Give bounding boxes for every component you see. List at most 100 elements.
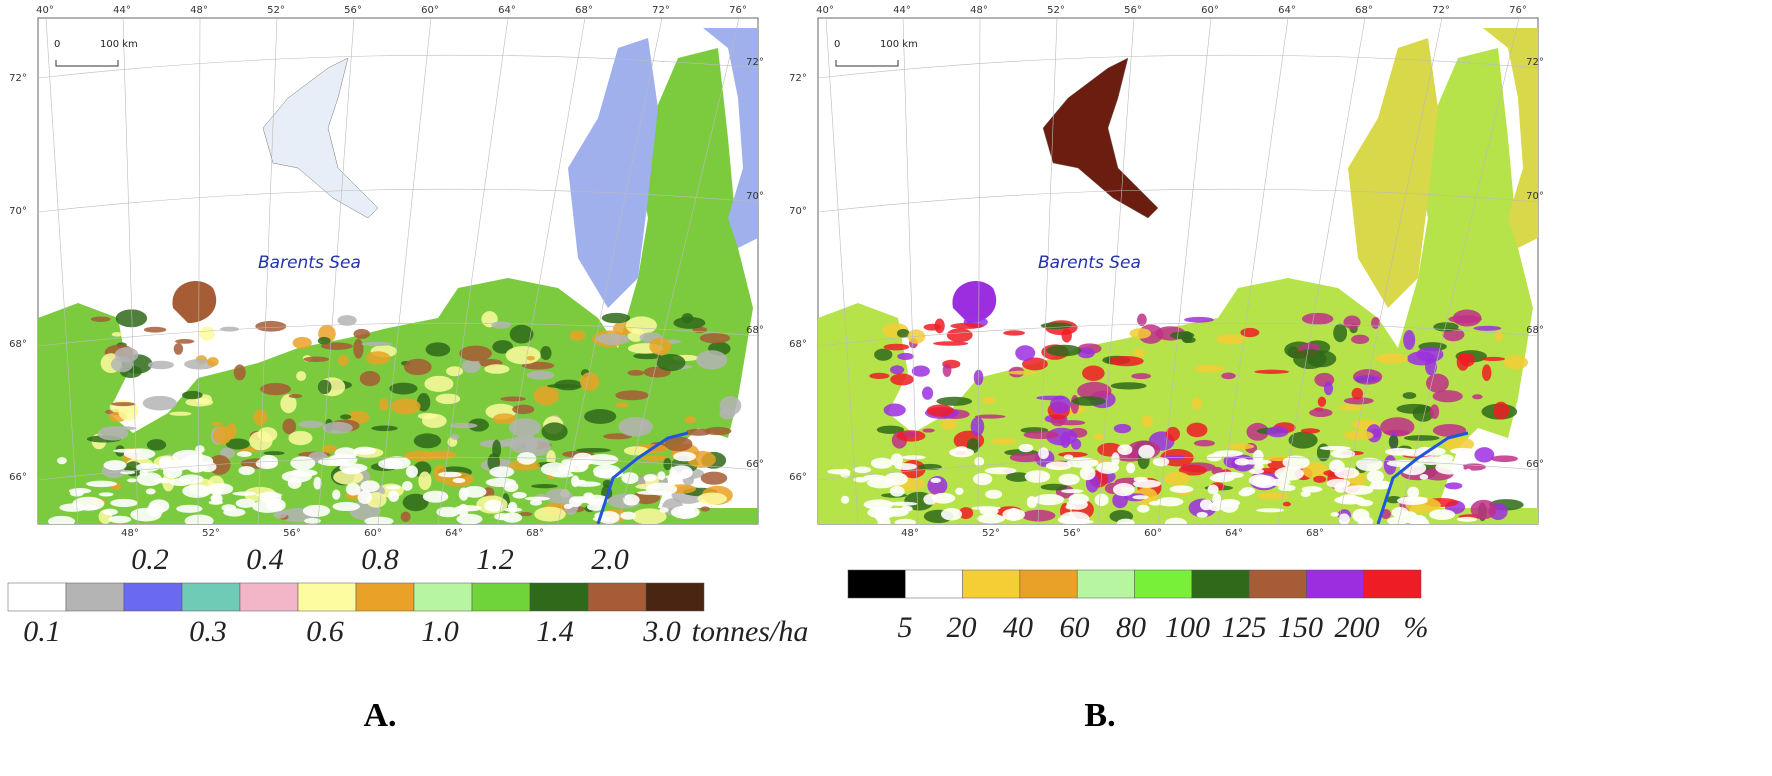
- meridian: [122, 18, 139, 524]
- white-patch: [1352, 508, 1370, 523]
- white-patch: [1396, 496, 1428, 505]
- legend-swatch: [962, 569, 1021, 599]
- lon-label-top: 60°: [1201, 5, 1219, 16]
- land-patch: [615, 390, 649, 401]
- land-patch: [531, 483, 558, 489]
- white-patch: [1301, 486, 1323, 493]
- land-patch: [353, 338, 364, 359]
- parallel: [38, 188, 758, 213]
- legend-lower-label: 0.1: [23, 615, 61, 648]
- white-patch: [113, 448, 142, 453]
- meridian: [825, 18, 859, 524]
- lat-label-left: 68°: [789, 339, 807, 350]
- land-patch: [110, 402, 136, 407]
- white-patch: [252, 500, 283, 513]
- white-patch: [1214, 471, 1244, 479]
- white-patch: [1391, 507, 1409, 519]
- land-patch: [467, 418, 489, 432]
- land-patch: [696, 350, 728, 370]
- map-content: [818, 18, 1538, 524]
- white-patch: [238, 465, 255, 476]
- white-patch: [1419, 474, 1429, 480]
- land-patch: [449, 422, 478, 429]
- legend-swatch: [7, 582, 67, 612]
- white-patch: [1126, 462, 1136, 474]
- white-patch: [886, 501, 918, 506]
- white-patch: [1387, 516, 1408, 524]
- legend-label: 60: [1060, 611, 1090, 644]
- land-patch: [1007, 370, 1041, 375]
- meridian: [1397, 18, 1520, 524]
- white-patch: [1252, 449, 1264, 463]
- white-patch: [102, 508, 118, 516]
- land-patch: [874, 348, 893, 361]
- lon-label-top: 40°: [816, 5, 834, 16]
- land-patch: [623, 446, 649, 456]
- land-patch: [118, 401, 139, 422]
- land-patch: [220, 326, 240, 332]
- land-patch: [700, 506, 710, 512]
- lon-label-bottom: 56°: [283, 528, 301, 539]
- white-patch: [57, 457, 67, 465]
- lon-label-bottom: 68°: [1306, 528, 1324, 539]
- lon-label-top: 48°: [190, 5, 208, 16]
- legend-swatch: [1191, 569, 1250, 599]
- white-patch: [182, 454, 214, 468]
- lon-label-top: 60°: [421, 5, 439, 16]
- lon-label-top: 72°: [1432, 5, 1450, 16]
- land-patch: [142, 395, 177, 411]
- white-patch: [586, 502, 605, 511]
- parallel: [38, 456, 758, 481]
- land-patch: [146, 439, 167, 451]
- white-patch: [571, 475, 580, 488]
- meridian: [977, 18, 981, 524]
- land-patch: [546, 450, 556, 466]
- land-patch: [923, 323, 942, 331]
- land-patch: [361, 341, 393, 347]
- lat-label-right: 68°: [1526, 325, 1544, 336]
- legend-swatch: [181, 582, 241, 612]
- legend-swatch: [471, 582, 531, 612]
- land-patch: [1333, 323, 1348, 343]
- land-patch: [1133, 348, 1146, 357]
- land-patch: [282, 418, 297, 435]
- meridian: [377, 18, 432, 524]
- map-content: [38, 18, 758, 524]
- white-patch: [516, 452, 537, 465]
- land-patch: [922, 428, 935, 433]
- white-patch: [136, 472, 163, 487]
- land-patch: [1040, 483, 1068, 491]
- meridian: [1157, 18, 1212, 524]
- land-patch: [492, 340, 514, 354]
- land-patch: [1384, 429, 1409, 436]
- white-patch: [162, 465, 183, 479]
- lat-label-left: 68°: [9, 339, 27, 350]
- land-patch: [656, 354, 686, 372]
- lon-label-top: 56°: [344, 5, 362, 16]
- white-patch: [657, 471, 666, 481]
- land-patch: [257, 427, 278, 442]
- white-patch: [1094, 493, 1109, 507]
- land-patch: [940, 418, 958, 430]
- land-patch: [526, 370, 555, 380]
- white-patch: [1464, 468, 1473, 481]
- lon-label-top: 44°: [893, 5, 911, 16]
- land-patch: [169, 411, 192, 416]
- land-patch: [365, 351, 391, 365]
- land-patch: [1046, 344, 1082, 357]
- land-patch: [233, 364, 246, 381]
- land-patch: [933, 341, 969, 346]
- white-patch: [489, 466, 515, 478]
- land-patch: [1412, 405, 1434, 422]
- white-patch: [940, 507, 963, 521]
- land-patch: [90, 316, 111, 322]
- land-patch: [950, 322, 984, 329]
- land-patch: [1254, 369, 1290, 374]
- white-patch: [984, 467, 1017, 475]
- white-patch: [188, 463, 205, 473]
- lon-label-top: 64°: [1278, 5, 1296, 16]
- legend-swatch: [239, 582, 299, 612]
- legend-swatch: [587, 582, 647, 612]
- land-patch: [1240, 327, 1260, 338]
- lon-label-top: 44°: [113, 5, 131, 16]
